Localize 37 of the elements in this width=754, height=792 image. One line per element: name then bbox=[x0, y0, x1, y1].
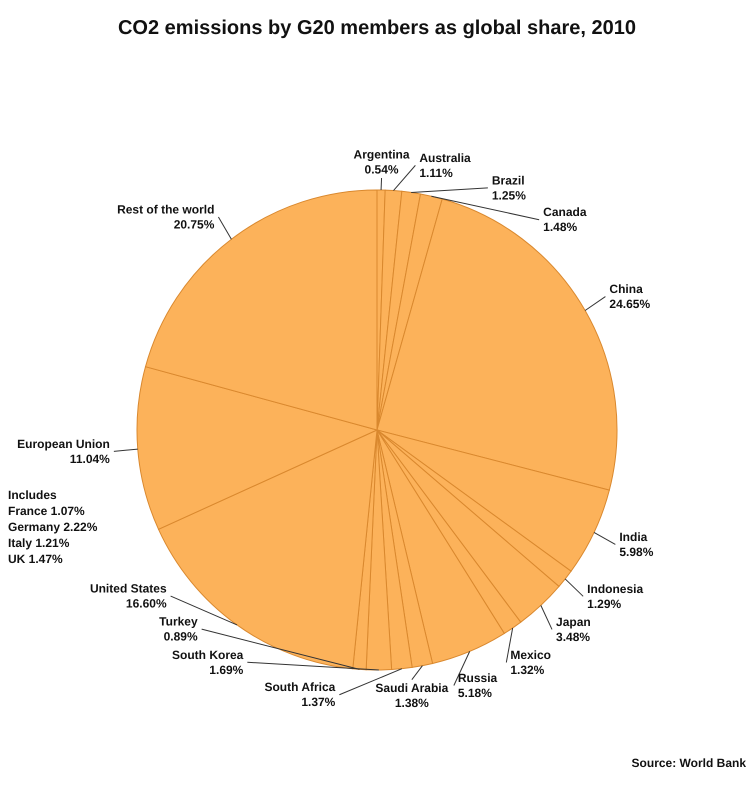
slice-label: Japan bbox=[556, 614, 591, 629]
slice-label: Russia bbox=[458, 671, 498, 686]
slice-label: Rest of the world bbox=[117, 202, 214, 216]
slice-label: Turkey bbox=[159, 614, 198, 629]
slice-label: Argentina bbox=[354, 148, 410, 162]
slice-label: Canada bbox=[543, 205, 587, 220]
source-note: Source: World Bank bbox=[632, 756, 746, 770]
slice-label: South Korea bbox=[172, 648, 244, 662]
data-label: 0.89% bbox=[164, 630, 198, 644]
data-label: 1.11% bbox=[419, 166, 454, 180]
slice-label: Indonesia bbox=[587, 582, 644, 596]
slice-label: European Union bbox=[17, 436, 110, 451]
data-label: 16.60% bbox=[126, 596, 167, 611]
slice-label: Saudi Arabia bbox=[375, 681, 449, 696]
slice-label: South Africa bbox=[264, 680, 336, 694]
slice-label: United States bbox=[90, 582, 167, 596]
data-label: 1.32% bbox=[510, 662, 545, 677]
slice-label: India bbox=[619, 530, 648, 544]
data-label: 1.37% bbox=[301, 695, 336, 710]
slice-label: China bbox=[609, 282, 644, 296]
data-label: 3.48% bbox=[556, 630, 590, 644]
data-label: 24.65% bbox=[609, 297, 650, 312]
data-label: 11.04% bbox=[70, 452, 110, 466]
data-label: 1.38% bbox=[394, 696, 430, 710]
slice-label: Mexico bbox=[510, 648, 552, 662]
chart-title: CO2 emissions by G20 members as global share, 2010 bbox=[118, 17, 636, 39]
data-label: 1.48% bbox=[543, 220, 578, 234]
slice-label: Australia bbox=[419, 150, 472, 165]
data-label: 1.25% bbox=[492, 188, 526, 202]
data-label: 20.75% bbox=[174, 217, 215, 232]
data-label: 1.69% bbox=[209, 662, 244, 677]
text: Includes France 1.07% Germany 2.22% Italy 1.21% UK 1.47% bbox=[8, 488, 98, 566]
slice-label: Brazil bbox=[492, 173, 525, 188]
data-label: 5.98% bbox=[619, 544, 654, 559]
data-label: 5.18% bbox=[458, 686, 492, 700]
data-label: 0.54% bbox=[364, 162, 399, 177]
data-label: 1.29% bbox=[587, 596, 622, 611]
